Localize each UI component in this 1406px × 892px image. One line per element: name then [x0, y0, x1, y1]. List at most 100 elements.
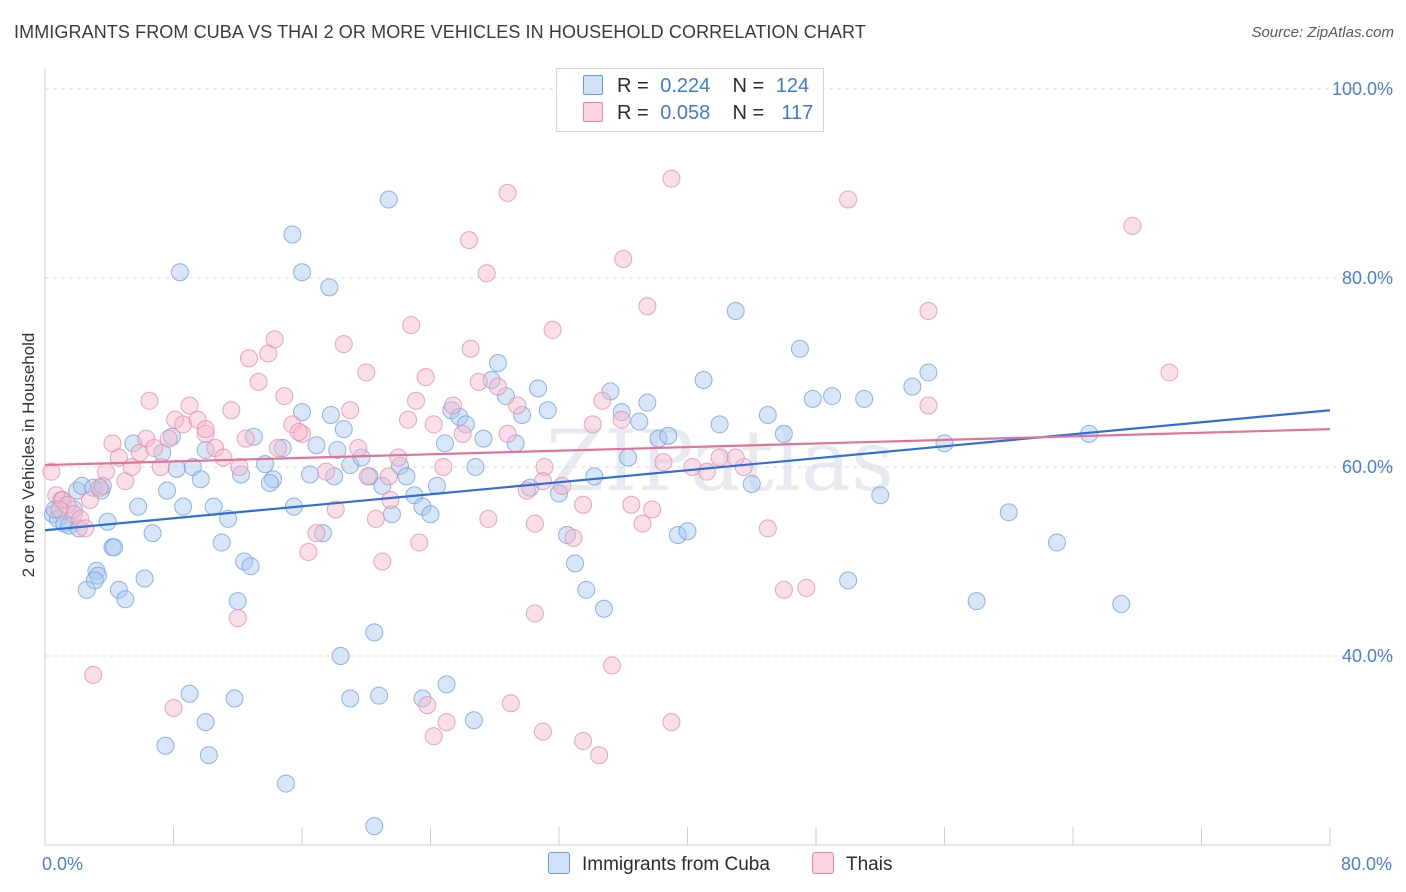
point-cuba: [427, 476, 446, 495]
point-thais: [341, 401, 360, 420]
point-thais: [236, 429, 255, 448]
point-thais: [402, 316, 421, 335]
y-tick-label: 80.0%: [1342, 268, 1393, 288]
point-cuba: [225, 689, 244, 708]
y-tick-label: 60.0%: [1342, 457, 1393, 477]
bottom-legend-swatch-thais: [812, 852, 834, 874]
point-cuba: [158, 481, 177, 500]
point-thais: [662, 169, 681, 188]
point-thais: [283, 415, 302, 434]
trend-lines: [44, 409, 1331, 532]
point-cuba: [235, 552, 254, 571]
point-thais: [307, 524, 326, 543]
point-thais: [42, 462, 61, 481]
legend-r-value: 0.058: [660, 102, 711, 124]
point-thais: [919, 302, 938, 321]
point-thais: [196, 420, 215, 439]
point-thais: [416, 368, 435, 387]
point-thais: [501, 694, 520, 713]
point-thais: [525, 514, 544, 533]
point-cuba: [710, 415, 729, 434]
point-thais: [424, 727, 443, 746]
point-cuba: [594, 599, 613, 618]
axes: [44, 68, 1331, 846]
point-thais: [477, 264, 496, 283]
chart-source: Source: ZipAtlas.com: [1251, 24, 1394, 41]
point-cuba: [464, 711, 483, 730]
point-thais: [268, 439, 287, 458]
y-tick-label: 40.0%: [1342, 646, 1393, 666]
point-cuba: [379, 190, 398, 209]
legend-r-label: R =: [617, 102, 649, 124]
point-cuba: [301, 465, 320, 484]
point-thais: [389, 448, 408, 467]
point-thais: [230, 457, 249, 476]
watermark: ZIPatlas: [546, 412, 894, 510]
point-cuba: [668, 526, 687, 544]
point-thais: [460, 231, 479, 250]
point-cuba: [935, 434, 954, 453]
point-thais: [76, 519, 95, 538]
point-thais: [758, 519, 777, 538]
point-cuba: [135, 569, 154, 588]
point-cuba: [538, 401, 557, 420]
point-thais: [1160, 363, 1179, 382]
point-thais: [159, 429, 178, 448]
point-cuba: [437, 675, 456, 694]
point-thais: [774, 580, 793, 599]
point-thais: [839, 190, 858, 209]
point-cuba: [331, 646, 350, 665]
point-thais: [418, 696, 437, 715]
point-cuba: [156, 736, 175, 755]
point-thais: [574, 732, 593, 751]
point-thais: [317, 462, 336, 481]
legend-n-value: 124: [775, 75, 810, 97]
point-cuba: [328, 440, 347, 459]
point-cuba: [803, 389, 822, 408]
point-cuba: [109, 580, 128, 599]
legend-r-value: 0.224: [660, 75, 711, 97]
point-cuba: [474, 429, 493, 448]
point-thais: [593, 391, 612, 410]
point-thais: [249, 372, 268, 391]
point-cuba: [260, 474, 279, 493]
point-cuba: [191, 470, 210, 489]
point-thais: [326, 500, 345, 519]
point-cuba: [903, 377, 922, 396]
point-cuba: [742, 474, 761, 493]
legend-swatch-thais: [583, 102, 603, 122]
point-cuba: [365, 817, 384, 836]
point-thais: [614, 250, 633, 269]
point-cuba: [293, 403, 311, 422]
point-thais: [919, 396, 938, 415]
point-thais: [164, 698, 183, 717]
point-thais: [479, 509, 498, 528]
trend-line-thais: [44, 428, 1331, 467]
point-thais: [443, 396, 462, 415]
point-cuba: [320, 278, 339, 297]
point-cuba: [566, 554, 585, 573]
point-thais: [140, 391, 159, 410]
point-cuba: [174, 497, 193, 516]
point-thais: [275, 387, 294, 406]
point-cuba: [612, 403, 631, 422]
point-thais: [366, 509, 385, 528]
point-thais: [543, 320, 562, 339]
point-cuba: [823, 387, 842, 406]
point-cuba: [273, 439, 292, 458]
legend-n-value: 117: [781, 102, 814, 124]
legend-swatch-cuba: [583, 75, 603, 95]
point-cuba: [283, 225, 302, 244]
point-cuba: [488, 353, 507, 372]
point-thais: [349, 439, 368, 458]
point-cuba: [855, 389, 874, 408]
trend-line-cuba: [44, 409, 1331, 532]
legend-n-label: N =: [732, 75, 765, 97]
point-cuba: [204, 497, 223, 516]
point-thais: [174, 415, 193, 434]
point-cuba: [276, 774, 295, 793]
legend-n-label: N =: [732, 102, 765, 124]
point-cuba: [513, 405, 532, 424]
point-thais: [533, 472, 552, 491]
point-cuba: [659, 426, 678, 445]
